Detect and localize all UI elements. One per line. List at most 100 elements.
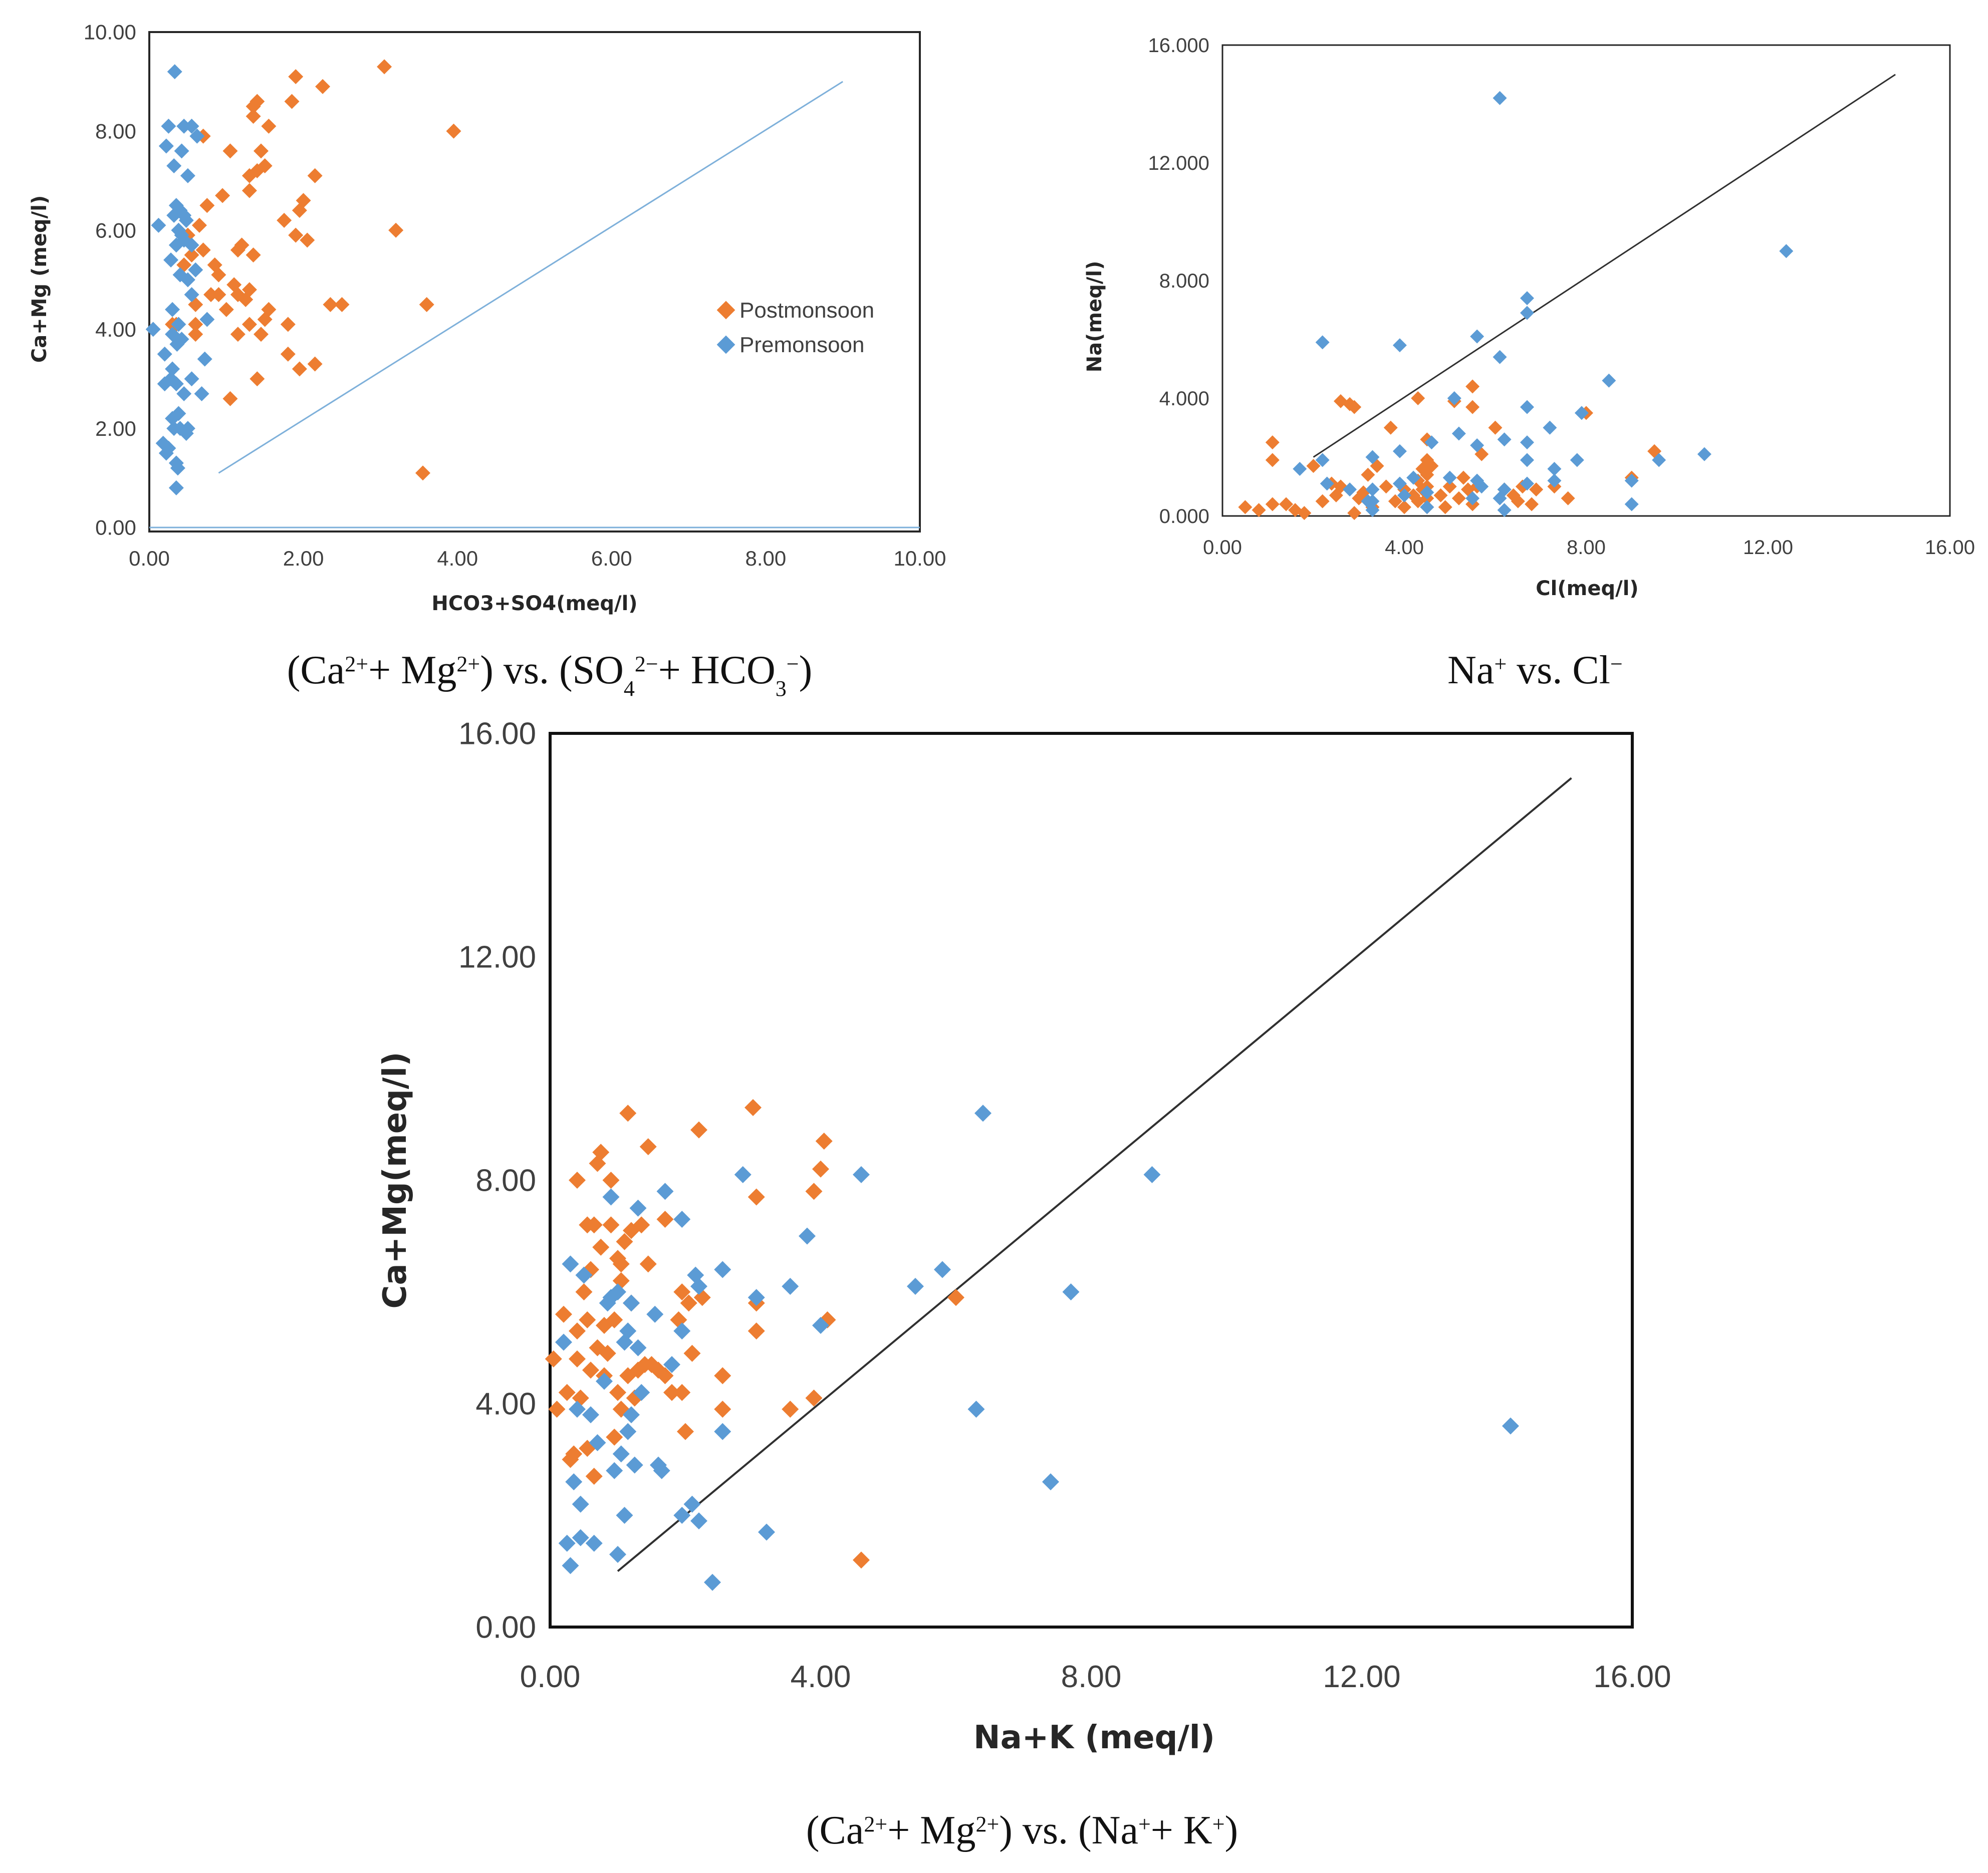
data-point-premonsoon — [1392, 338, 1407, 353]
caption-ca-mg-vs-so4-hco3: (Ca2++ Mg2+) vs. (SO42−+ HCO3−) — [287, 648, 812, 701]
data-point-postmonsoon — [639, 1255, 657, 1273]
data-point-premonsoon — [171, 406, 186, 421]
data-point-postmonsoon — [656, 1367, 674, 1385]
data-point-premonsoon — [1406, 470, 1421, 485]
data-point-premonsoon — [690, 1277, 707, 1295]
data-point-premonsoon — [714, 1261, 731, 1278]
data-point-premonsoon — [157, 346, 172, 362]
y-tick-label: 8.000 — [1159, 270, 1209, 292]
data-point-postmonsoon — [230, 327, 245, 342]
data-point-premonsoon — [151, 217, 166, 233]
data-point-postmonsoon — [616, 1233, 633, 1250]
data-point-postmonsoon — [1265, 497, 1280, 511]
data-point-postmonsoon — [188, 317, 203, 332]
data-point-postmonsoon — [307, 356, 323, 372]
data-point-postmonsoon — [199, 198, 215, 213]
data-point-postmonsoon — [315, 79, 331, 94]
data-point-postmonsoon — [673, 1384, 691, 1401]
data-point-postmonsoon — [203, 287, 219, 303]
data-point-premonsoon — [180, 272, 195, 288]
data-point-postmonsoon — [250, 94, 265, 109]
data-point-premonsoon — [174, 332, 189, 347]
data-point-postmonsoon — [1424, 459, 1439, 473]
data-point-postmonsoon — [805, 1389, 823, 1407]
data-point-postmonsoon — [592, 1238, 610, 1256]
y-tick-label: 0.00 — [95, 516, 136, 540]
data-point-postmonsoon — [602, 1216, 620, 1234]
data-point-premonsoon — [1474, 479, 1489, 494]
data-point-premonsoon — [673, 1322, 691, 1340]
x-tick-label: 0.00 — [1203, 537, 1242, 559]
data-point-postmonsoon — [1438, 500, 1452, 514]
x-tick-label: 16.00 — [1593, 1660, 1671, 1694]
data-point-premonsoon — [782, 1277, 799, 1295]
data-point-premonsoon — [1451, 426, 1466, 441]
data-point-postmonsoon — [250, 371, 265, 387]
x-tick-label: 4.00 — [791, 1660, 851, 1694]
data-point-premonsoon — [1652, 453, 1666, 467]
data-point-postmonsoon — [419, 297, 434, 312]
data-point-premonsoon — [673, 1507, 691, 1524]
data-point-premonsoon — [1320, 476, 1334, 491]
data-point-premonsoon — [612, 1445, 630, 1463]
data-point-premonsoon — [585, 1534, 603, 1552]
y-tick-label: 8.00 — [95, 120, 136, 143]
data-point-postmonsoon — [585, 1467, 603, 1485]
x-tick-label: 8.00 — [746, 547, 787, 570]
data-point-postmonsoon — [277, 212, 292, 228]
data-point-postmonsoon — [254, 143, 269, 159]
data-point-premonsoon — [582, 1406, 599, 1424]
data-point-premonsoon — [1447, 391, 1461, 405]
data-point-premonsoon — [170, 460, 185, 476]
data-point-premonsoon — [1420, 500, 1434, 514]
data-point-premonsoon — [653, 1462, 670, 1479]
caption-na-vs-cl: Na+ vs. Cl− — [1447, 648, 1623, 692]
y-axis-title: Ca+Mg (meq/l) — [28, 195, 51, 363]
data-point-premonsoon — [1547, 462, 1562, 476]
data-point-premonsoon — [1497, 432, 1512, 447]
data-point-postmonsoon — [575, 1283, 593, 1300]
data-point-premonsoon — [1520, 453, 1535, 467]
data-point-premonsoon — [629, 1339, 647, 1357]
data-point-postmonsoon — [1465, 400, 1480, 414]
data-point-postmonsoon — [1315, 494, 1330, 508]
data-point-premonsoon — [673, 1211, 691, 1228]
data-point-premonsoon — [572, 1495, 589, 1513]
data-point-premonsoon — [1315, 453, 1330, 467]
data-point-premonsoon — [1493, 350, 1507, 364]
data-point-premonsoon — [180, 168, 195, 183]
data-point-premonsoon — [180, 421, 195, 436]
data-point-postmonsoon — [602, 1172, 620, 1189]
data-point-postmonsoon — [241, 183, 257, 198]
data-point-premonsoon — [1624, 497, 1639, 511]
data-point-premonsoon — [1502, 1417, 1519, 1435]
data-point-premonsoon — [1365, 494, 1380, 508]
data-point-postmonsoon — [1561, 491, 1575, 505]
x-tick-label: 0.00 — [520, 1660, 581, 1694]
data-point-postmonsoon — [680, 1294, 697, 1312]
data-point-postmonsoon — [184, 247, 199, 263]
data-point-postmonsoon — [323, 297, 338, 312]
data-point-premonsoon — [656, 1183, 674, 1200]
data-point-premonsoon — [555, 1333, 572, 1351]
data-point-premonsoon — [1547, 473, 1562, 488]
data-point-postmonsoon — [234, 237, 250, 253]
data-point-premonsoon — [199, 312, 215, 327]
data-point-postmonsoon — [1383, 420, 1398, 435]
data-point-premonsoon — [1497, 503, 1512, 517]
data-point-premonsoon — [1602, 373, 1616, 388]
y-tick-label: 16.00 — [458, 717, 536, 751]
data-point-premonsoon — [184, 371, 199, 387]
data-point-postmonsoon — [548, 1401, 566, 1418]
data-point-postmonsoon — [744, 1099, 762, 1117]
y-tick-label: 10.00 — [84, 21, 136, 44]
data-point-postmonsoon — [690, 1121, 707, 1139]
data-point-premonsoon — [683, 1495, 701, 1513]
data-point-postmonsoon — [748, 1322, 765, 1340]
data-point-premonsoon — [1042, 1473, 1059, 1491]
data-point-postmonsoon — [569, 1322, 586, 1340]
data-point-premonsoon — [609, 1283, 626, 1300]
data-point-postmonsoon — [1265, 453, 1280, 467]
data-point-postmonsoon — [606, 1428, 623, 1446]
